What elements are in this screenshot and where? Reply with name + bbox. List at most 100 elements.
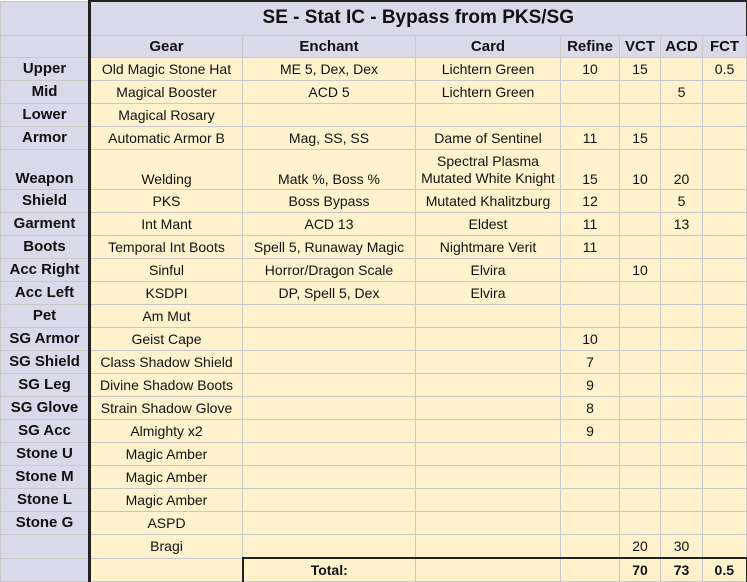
- cell-refine: [560, 510, 620, 535]
- cell-gear: Almighty x2: [89, 418, 243, 443]
- cell-fct: 0.5: [701, 56, 747, 81]
- row-label: Stone G: [0, 510, 91, 535]
- cell-fct: [701, 487, 747, 512]
- row-label: SG Shield: [0, 349, 91, 374]
- header-row: Gear Enchant Card Refine VCT ACD FCT: [0, 34, 747, 58]
- cell-gear: Temporal Int Boots: [89, 234, 243, 259]
- cell-fct: [701, 326, 747, 351]
- table-row: Pet Am Mut: [0, 303, 747, 328]
- row-label: SG Glove: [0, 395, 91, 420]
- header-corner: [0, 34, 91, 58]
- cell-vct: 15: [619, 125, 661, 150]
- row-label: SG Acc: [0, 418, 91, 443]
- cell-card: [415, 102, 561, 127]
- table-row: Weapon Welding Matk %, Boss % Spectral Plas…: [0, 148, 747, 190]
- cell-acd: 5: [660, 79, 703, 104]
- cell-refine: 15: [560, 148, 620, 190]
- row-label: [0, 533, 91, 559]
- cell-gear: Divine Shadow Boots: [89, 372, 243, 397]
- cell-gear: Magic Amber: [89, 464, 243, 489]
- cell-vct: 20: [619, 533, 661, 559]
- cell-acd: 20: [660, 148, 703, 190]
- cell-refine: 7: [560, 349, 620, 374]
- row-label: Garment: [0, 211, 91, 236]
- total-row: Total: 70 73 0.5: [0, 557, 747, 582]
- corner-cell: [0, 0, 91, 36]
- table-row: Shield PKS Boss Bypass Mutated Khalitzburg 1…: [0, 188, 747, 213]
- header-fct: FCT: [701, 34, 747, 58]
- cell-acd: [660, 280, 703, 305]
- cell-card: [415, 533, 561, 559]
- cell-acd: [660, 418, 703, 443]
- row-label: Stone L: [0, 487, 91, 512]
- cell-gear: Am Mut: [89, 303, 243, 328]
- cell-refine: 12: [560, 188, 620, 213]
- row-label: SG Leg: [0, 372, 91, 397]
- table-row: Boots Temporal Int Boots Spell 5, Runaway …: [0, 234, 747, 259]
- total-fct: 0.5: [701, 557, 747, 582]
- row-label: Upper: [0, 56, 91, 81]
- cell-vct: [619, 188, 661, 213]
- cell-enchant: Matk %, Boss %: [242, 148, 416, 190]
- total-corner: [0, 557, 91, 582]
- cell-card: Dame of Sentinel: [415, 125, 561, 150]
- cell-enchant: Mag, SS, SS: [242, 125, 416, 150]
- cell-fct: [701, 303, 747, 328]
- header-vct: VCT: [619, 34, 661, 58]
- cell-vct: [619, 349, 661, 374]
- table-row: Upper Old Magic Stone Hat ME 5, Dex, Dex Li…: [0, 56, 747, 81]
- row-label: Stone M: [0, 464, 91, 489]
- cell-enchant: [242, 533, 416, 559]
- cell-card: Spectral Plasma Mutated White Knight: [415, 148, 561, 190]
- cell-fct: [701, 79, 747, 104]
- cell-vct: [619, 372, 661, 397]
- table-row: SG Armor Geist Cape 10: [0, 326, 747, 351]
- cell-refine: [560, 102, 620, 127]
- cell-gear: Welding: [89, 148, 243, 190]
- total-blank-gear: [89, 557, 243, 582]
- cell-vct: [619, 79, 661, 104]
- cell-vct: [619, 487, 661, 512]
- cell-card: [415, 395, 561, 420]
- cell-enchant: ME 5, Dex, Dex: [242, 56, 416, 81]
- table-row: Garment Int Mant ACD 13 Eldest 11 13: [0, 211, 747, 236]
- cell-refine: 9: [560, 418, 620, 443]
- cell-card: [415, 464, 561, 489]
- cell-acd: [660, 487, 703, 512]
- cell-fct: [701, 188, 747, 213]
- cell-fct: [701, 464, 747, 489]
- cell-card: Elvira: [415, 257, 561, 282]
- cell-acd: 5: [660, 188, 703, 213]
- cell-card: [415, 326, 561, 351]
- cell-enchant: [242, 372, 416, 397]
- cell-card: Lichtern Green: [415, 79, 561, 104]
- cell-gear: Magical Rosary: [89, 102, 243, 127]
- card-line: Spectral Plasma: [437, 152, 539, 169]
- cell-enchant: [242, 395, 416, 420]
- cell-card: [415, 510, 561, 535]
- cell-card: [415, 372, 561, 397]
- cell-fct: [701, 510, 747, 535]
- cell-gear: Magic Amber: [89, 441, 243, 466]
- header-acd: ACD: [660, 34, 703, 58]
- cell-fct: [701, 257, 747, 282]
- row-label: Acc Right: [0, 257, 91, 282]
- cell-card: Eldest: [415, 211, 561, 236]
- table-row: Acc Right Sinful Horror/Dragon Scale Elvira…: [0, 257, 747, 282]
- cell-fct: [701, 280, 747, 305]
- cell-fct: [701, 125, 747, 150]
- cell-acd: [660, 56, 703, 81]
- cell-card: [415, 487, 561, 512]
- cell-refine: [560, 79, 620, 104]
- cell-acd: [660, 349, 703, 374]
- total-label: Total:: [241, 557, 416, 582]
- cell-gear: KSDPI: [89, 280, 243, 305]
- row-label: Shield: [0, 188, 91, 213]
- table-row: Stone L Magic Amber: [0, 487, 747, 512]
- cell-vct: [619, 303, 661, 328]
- cell-acd: [660, 303, 703, 328]
- header-card: Card: [415, 34, 561, 58]
- cell-enchant: [242, 102, 416, 127]
- table-row: SG Shield Class Shadow Shield 7: [0, 349, 747, 374]
